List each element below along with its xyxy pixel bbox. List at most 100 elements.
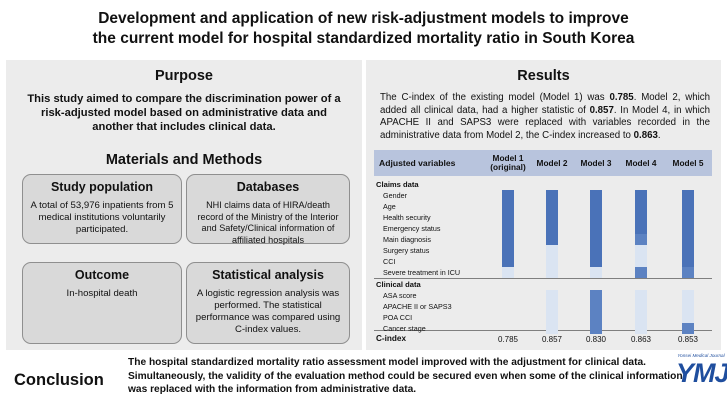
claims-cell-model-4 bbox=[635, 245, 647, 256]
clinical-cell-model-5 bbox=[682, 301, 694, 312]
header-model-4: Model 4 bbox=[625, 157, 657, 168]
claims-cell-model-2 bbox=[546, 256, 558, 267]
row-label: Cancer stage bbox=[383, 324, 426, 333]
row-label: POA CCI bbox=[383, 313, 413, 322]
claims-cell-model-4 bbox=[635, 256, 647, 267]
row-label: Severe treatment in ICU bbox=[383, 268, 461, 277]
results-text-part: . bbox=[657, 129, 661, 141]
claims-cell-model-3 bbox=[590, 245, 602, 256]
claims-cell-model-4 bbox=[635, 190, 647, 201]
claims-cell-model-2 bbox=[546, 234, 558, 245]
databases-box: Databases NHI claims data of HIRA/death … bbox=[186, 174, 350, 245]
claims-cell-model-5 bbox=[682, 245, 694, 256]
purpose-text: This study aimed to compare the discrimi… bbox=[27, 93, 341, 133]
variables-table: Adjusted variables Model 1 (original) Mo… bbox=[374, 150, 712, 346]
statistical-analysis-title: Statistical analysis bbox=[212, 268, 324, 282]
methods-heading: Materials and Methods bbox=[105, 152, 263, 168]
outcome-box: Outcome In-hospital death bbox=[22, 262, 182, 344]
results-heading: Results bbox=[517, 68, 570, 84]
claims-cell-model-4 bbox=[635, 201, 647, 212]
claims-cell-model-1 bbox=[502, 190, 514, 201]
header-model-2: Model 2 bbox=[536, 157, 568, 168]
claims-cell-model-2 bbox=[546, 190, 558, 201]
results-text: The C-index of the existing model (Model… bbox=[380, 92, 710, 142]
outcome-body: In-hospital death bbox=[66, 288, 138, 299]
claims-cell-model-2 bbox=[546, 201, 558, 212]
conclusion-label: Conclusion bbox=[14, 371, 104, 389]
clinical-cell-model-4 bbox=[635, 301, 647, 312]
c-index-value-model-2: 0.857 bbox=[541, 335, 563, 344]
study-population-title: Study population bbox=[50, 180, 154, 194]
row-label: ASA score bbox=[383, 291, 417, 300]
claims-cell-model-5 bbox=[682, 201, 694, 212]
header-adjusted-variables: Adjusted variables bbox=[379, 157, 456, 168]
section-divider bbox=[374, 278, 712, 279]
claims-data-label: Claims data bbox=[376, 180, 419, 189]
c-index-value-model-5: 0.853 bbox=[677, 335, 699, 344]
title-line-2: the current model for hospital standardi… bbox=[92, 30, 635, 47]
results-value-model4: 0.863 bbox=[633, 129, 658, 141]
row-label: Gender bbox=[383, 191, 407, 200]
statistical-analysis-box: Statistical analysis A logistic regressi… bbox=[186, 262, 350, 344]
study-population-box: Study population A total of 53,976 inpat… bbox=[22, 174, 182, 244]
row-label: Health security bbox=[383, 213, 431, 222]
clinical-cell-model-5 bbox=[682, 290, 694, 301]
claims-cell-model-2 bbox=[546, 223, 558, 234]
purpose-heading: Purpose bbox=[154, 68, 213, 84]
clinical-cell-model-2 bbox=[546, 301, 558, 312]
row-label: Main diagnosis bbox=[383, 235, 431, 244]
c-index-label: C-index bbox=[376, 334, 407, 343]
clinical-cell-model-3 bbox=[590, 323, 602, 334]
claims-cell-model-3 bbox=[590, 201, 602, 212]
claims-cell-model-1 bbox=[502, 223, 514, 234]
table-header: Adjusted variables Model 1 (original) Mo… bbox=[374, 150, 712, 176]
clinical-data-label: Clinical data bbox=[376, 280, 421, 289]
claims-cell-model-4 bbox=[635, 212, 647, 223]
clinical-cell-model-5 bbox=[682, 312, 694, 323]
header-model-5: Model 5 bbox=[672, 157, 704, 168]
clinical-cell-model-4 bbox=[635, 290, 647, 301]
claims-cell-model-4 bbox=[635, 234, 647, 245]
claims-cell-model-3 bbox=[590, 212, 602, 223]
logo-mark: YMJ bbox=[676, 358, 727, 388]
title-line-1: Development and application of new risk-… bbox=[98, 10, 629, 27]
claims-cell-model-1 bbox=[502, 267, 514, 278]
row-label: Surgery status bbox=[383, 246, 430, 255]
clinical-cell-model-3 bbox=[590, 301, 602, 312]
clinical-cell-model-3 bbox=[590, 290, 602, 301]
claims-cell-model-4 bbox=[635, 223, 647, 234]
clinical-cell-model-2 bbox=[546, 290, 558, 301]
row-label: Emergency status bbox=[383, 224, 441, 233]
study-population-body: A total of 53,976 inpatients from 5 medi… bbox=[30, 200, 174, 235]
clinical-cell-model-5 bbox=[682, 323, 694, 334]
c-index-value-model-4: 0.863 bbox=[630, 335, 652, 344]
clinical-cell-model-4 bbox=[635, 312, 647, 323]
section-divider bbox=[374, 330, 712, 331]
claims-cell-model-1 bbox=[502, 245, 514, 256]
databases-title: Databases bbox=[236, 180, 300, 194]
claims-cell-model-2 bbox=[546, 245, 558, 256]
claims-cell-model-2 bbox=[546, 267, 558, 278]
c-index-value-model-1: 0.785 bbox=[497, 335, 519, 344]
results-text-part: . In Model 4, in which APACHE II and SAP… bbox=[380, 104, 710, 141]
logo-subtitle: Yonsei Medical Journal bbox=[677, 353, 725, 358]
clinical-cell-model-2 bbox=[546, 312, 558, 323]
results-value-model2: 0.857 bbox=[589, 104, 614, 116]
claims-cell-model-5 bbox=[682, 234, 694, 245]
title-band: Development and application of new risk-… bbox=[0, 0, 727, 60]
conclusion-text: The hospital standardized mortality rati… bbox=[128, 357, 683, 395]
results-value-model1: 0.785 bbox=[609, 92, 634, 103]
row-label: Age bbox=[383, 202, 396, 211]
claims-cell-model-1 bbox=[502, 234, 514, 245]
header-model-3: Model 3 bbox=[580, 157, 612, 168]
claims-cell-model-5 bbox=[682, 223, 694, 234]
claims-cell-model-4 bbox=[635, 267, 647, 278]
results-text-part: . Model 2, which added all clinical data… bbox=[380, 92, 711, 116]
claims-cell-model-1 bbox=[502, 212, 514, 223]
claims-cell-model-3 bbox=[590, 234, 602, 245]
claims-cell-model-1 bbox=[502, 201, 514, 212]
claims-cell-model-5 bbox=[682, 256, 694, 267]
claims-cell-model-5 bbox=[682, 212, 694, 223]
claims-cell-model-2 bbox=[546, 212, 558, 223]
results-text-part: The C-index of the existing model (Model… bbox=[380, 92, 610, 103]
